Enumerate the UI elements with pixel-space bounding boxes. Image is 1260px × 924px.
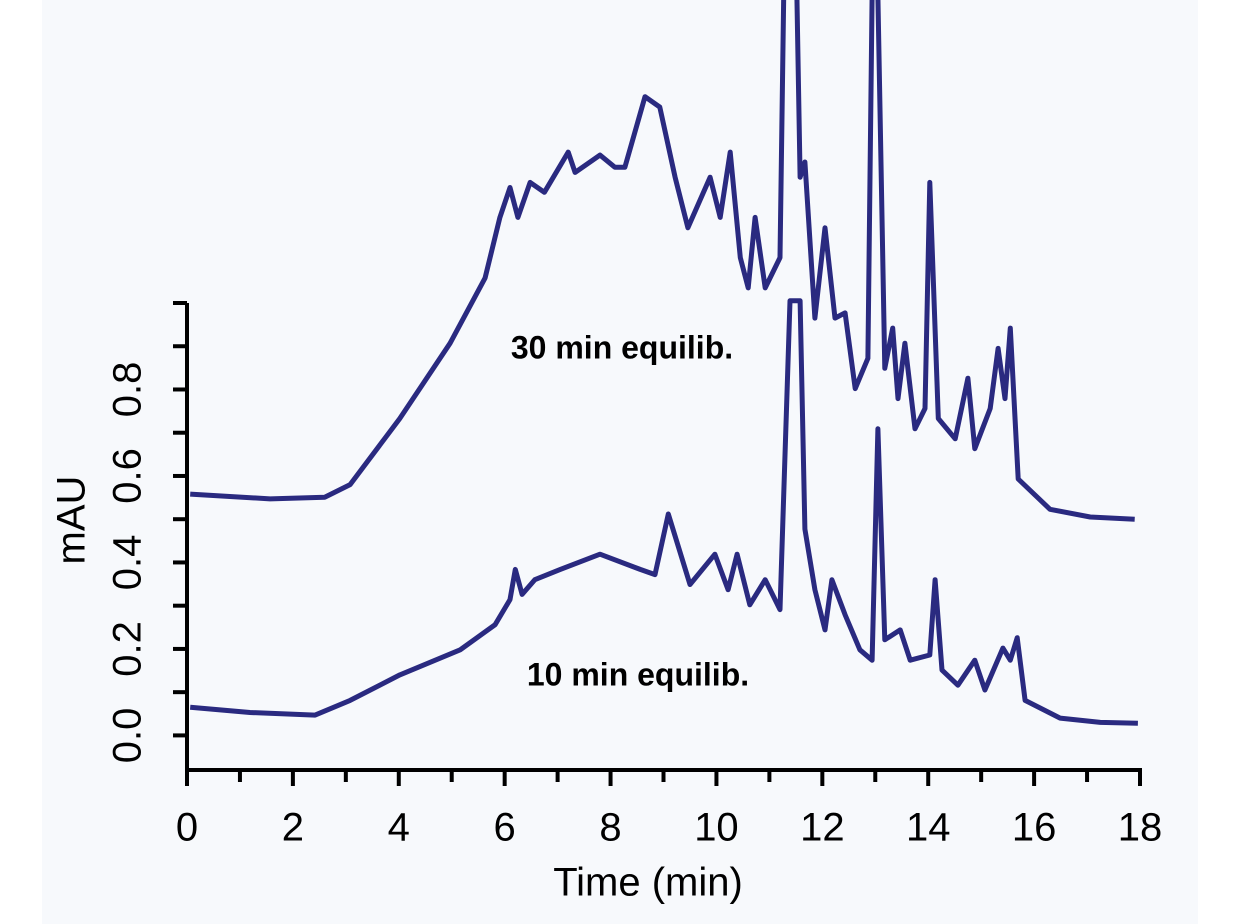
- series-line: [190, 0, 1135, 522]
- x-tick-label: 2: [282, 806, 304, 850]
- x-tick-label: 12: [800, 806, 845, 850]
- x-axis-label: Time (min): [553, 861, 743, 905]
- x-tick-label: 18: [1118, 806, 1163, 850]
- x-tick-label: 14: [906, 806, 951, 850]
- x-tick-label: 16: [1012, 806, 1057, 850]
- y-tick-label: 0.0: [106, 708, 150, 764]
- y-tick-label: 0.2: [106, 621, 150, 677]
- y-tick-label: 0.8: [106, 362, 150, 418]
- x-tick-label: 4: [388, 806, 410, 850]
- x-tick-label: 8: [599, 806, 621, 850]
- x-tick-label: 10: [694, 806, 739, 850]
- y-axis-label: mAU: [50, 476, 94, 565]
- y-tick-label: 0.4: [106, 535, 150, 591]
- series-label: 30 min equilib.: [511, 329, 733, 365]
- series-label: 10 min equilib.: [527, 656, 749, 692]
- series-line: [189, 298, 1138, 726]
- y-tick-label: 0.6: [106, 448, 150, 504]
- x-tick-label: 6: [494, 806, 516, 850]
- panel: [42, 0, 1198, 924]
- x-tick-label: 0: [176, 806, 198, 850]
